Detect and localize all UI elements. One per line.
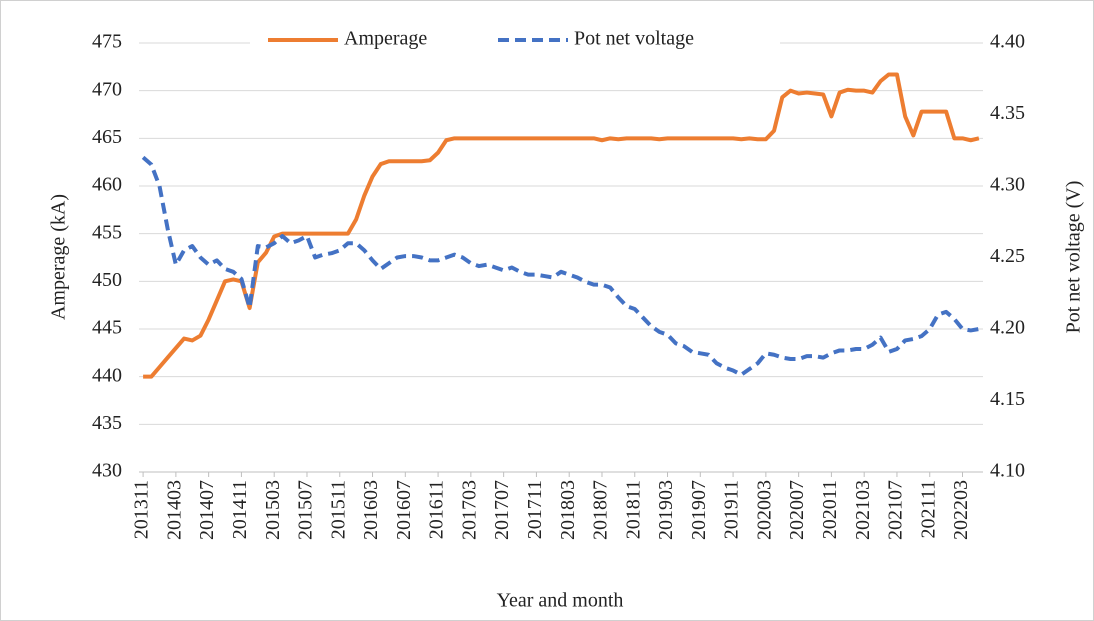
x-tick-label: 201807 (590, 480, 612, 540)
y-tick-label: 435 (92, 412, 122, 434)
x-tick-label: 201411 (229, 480, 251, 539)
x-tick-label: 202111 (917, 480, 939, 539)
y-tick-label: 450 (92, 269, 122, 291)
y2-tick-label: 4.35 (990, 102, 1025, 124)
x-tick-label: 201803 (557, 480, 579, 540)
y2-tick-label: 4.30 (990, 174, 1025, 196)
x-tick-label: 201403 (163, 480, 185, 540)
x-tick-label: 201711 (524, 480, 546, 539)
legend-label: Pot net voltage (574, 28, 694, 50)
x-tick-label: 202011 (819, 480, 841, 539)
x-tick-label: 202103 (852, 480, 874, 540)
y2-tick-label: 4.10 (990, 460, 1025, 482)
y-tick-label: 465 (92, 126, 122, 148)
x-tick-label: 201407 (196, 480, 218, 540)
x-tick-label: 201907 (688, 480, 710, 540)
y-tick-label: 440 (92, 364, 122, 386)
series-line (143, 72, 980, 379)
x-axis-title: Year and month (497, 590, 624, 612)
y2-tick-label: 4.20 (990, 317, 1025, 339)
x-tick-label: 201611 (426, 480, 448, 539)
y-tick-label: 445 (92, 317, 122, 339)
y2-tick-label: 4.25 (990, 245, 1025, 267)
x-tick-label: 201607 (393, 480, 415, 540)
y-tick-label: 460 (92, 174, 122, 196)
x-tick-label: 202203 (950, 480, 972, 540)
y-tick-label: 455 (92, 221, 122, 243)
y2-tick-label: 4.40 (990, 31, 1025, 53)
x-tick-label: 201911 (721, 480, 743, 539)
y-tick-label: 475 (92, 31, 122, 53)
x-tick-label: 201311 (131, 480, 153, 539)
x-tick-label: 201707 (491, 480, 513, 540)
x-tick-label: 201503 (262, 480, 284, 540)
x-tick-label: 201511 (327, 480, 349, 539)
series-line (141, 155, 980, 377)
x-tick-label: 202007 (786, 480, 808, 540)
y-tick-label: 470 (92, 78, 122, 100)
x-tick-label: 201703 (458, 480, 480, 540)
y-tick-label: 430 (92, 460, 122, 482)
legend-label: Amperage (344, 28, 427, 50)
x-tick-label: 201811 (622, 480, 644, 539)
x-tick-label: 202107 (885, 480, 907, 540)
x-tick-label: 201603 (360, 480, 382, 540)
x-tick-label: 202003 (753, 480, 775, 540)
x-tick-label: 201507 (295, 480, 317, 540)
y2-tick-label: 4.15 (990, 388, 1025, 410)
y2-axis-title: Pot net voltage (V) (1063, 181, 1085, 334)
x-tick-label: 201903 (655, 480, 677, 540)
y-axis-title: Amperage (kA) (48, 194, 70, 320)
